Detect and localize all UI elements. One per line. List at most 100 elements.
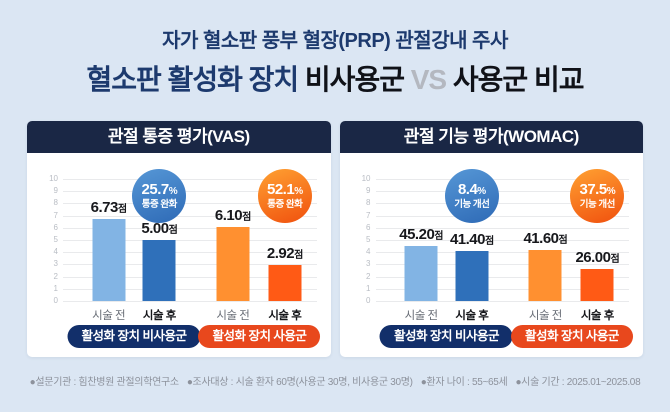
vas-chart-title: 관절 통증 평가(VAS) (27, 121, 331, 153)
chart-bar (455, 250, 489, 301)
improvement-badge: 52.1% 통증 완화 (257, 169, 312, 223)
y-tick-label: 6 (53, 222, 58, 232)
gridline (63, 252, 317, 254)
gridline (375, 301, 629, 302)
bar-value-label: 26.00점 (575, 249, 620, 267)
x-axis-label: 시술 전 (528, 310, 562, 322)
gridline (63, 276, 317, 278)
gridline (63, 191, 317, 193)
y-tick-label: 0 (53, 296, 58, 305)
bar-value-label: 41.60점 (523, 230, 568, 248)
x-axis-label: 시술 후 (268, 310, 302, 322)
gridline (63, 227, 317, 229)
bar-value-label: 6.10점 (214, 206, 251, 224)
gridline (375, 264, 629, 266)
gridline (63, 179, 317, 180)
y-tick-label: 10 (361, 174, 371, 183)
gridline (375, 191, 629, 193)
x-axis-label: 시술 전 (92, 310, 126, 322)
y-tick-label: 9 (366, 186, 371, 196)
chart-bar (268, 265, 302, 301)
y-tick-label: 8 (53, 198, 58, 208)
footnote-period: ●시술 기간 : 2025.01~2025.08 (515, 377, 641, 388)
womac-legend-row: 활성화 장치 비사용군 활성화 장치 사용군 (376, 325, 633, 349)
y-tick-label: 1 (53, 283, 58, 293)
x-axis-label: 시술 전 (404, 310, 438, 322)
bar-value-label: 2.92점 (266, 245, 303, 263)
title-seg-nonuser: 비사용군 (304, 64, 405, 95)
y-tick-label: 9 (53, 186, 58, 196)
y-tick-label: 1 (366, 283, 371, 293)
title-line2: 혈소판 활성화 장치 비사용군 VS 사용군 비교 (0, 58, 670, 98)
y-tick-label: 0 (366, 296, 371, 305)
gridline (63, 288, 317, 290)
womac-chart-title: 관절 기능 평가(WOMAC) (339, 121, 643, 153)
title-seg-vs: VS (403, 64, 453, 95)
x-axis-label: 시술 후 (580, 310, 614, 322)
chart-bar (580, 269, 614, 301)
legend-pill: 활성화 장치 비사용군 (67, 325, 201, 348)
improvement-badge: 8.4% 기능 개선 (444, 169, 499, 223)
gridline (63, 301, 317, 302)
y-tick-label: 10 (49, 174, 58, 183)
title-seg-user: 사용군 비교 (452, 64, 585, 95)
chart-bar (528, 250, 562, 301)
y-tick-label: 3 (53, 259, 58, 269)
gridline (375, 179, 629, 180)
gridline (375, 215, 629, 217)
y-tick-label: 2 (53, 271, 58, 281)
gridline (375, 276, 629, 278)
charts-row: 관절 통증 평가(VAS) 0 1 2 3 4 5 6 7 8 9 10 6.73점 시술 전 5.00점… (27, 121, 643, 357)
bar-value-label: 45.20점 (399, 225, 443, 243)
gridline (63, 240, 317, 241)
y-tick-label: 5 (366, 235, 371, 244)
gridline (375, 227, 629, 229)
footnote: ●설문기관 : 힘찬병원 관절의학연구소 ●조사대상 : 시술 환자 60명(사용… (0, 373, 670, 388)
legend-pill: 활성화 장치 사용군 (510, 325, 633, 348)
improvement-badge: 25.7% 통증 완화 (132, 169, 187, 223)
chart-bar (216, 226, 250, 301)
footnote-subjects: ●조사대상 : 시술 환자 60명(사용군 30명, 비사용군 30명) (186, 377, 413, 388)
footnote-survey-org: ●설문기관 : 힘찬병원 관절의학연구소 (29, 377, 179, 388)
y-tick-label: 2 (366, 271, 371, 281)
title-seg-device: 혈소판 활성화 장치 (86, 64, 305, 95)
x-axis-label: 시술 전 (216, 310, 250, 322)
gridline (63, 264, 317, 266)
y-tick-label: 5 (53, 235, 58, 244)
y-tick-label: 3 (366, 259, 371, 269)
y-tick-label: 8 (366, 198, 371, 208)
vas-legend-row: 활성화 장치 비사용군 활성화 장치 사용군 (63, 325, 321, 349)
y-tick-label: 4 (366, 247, 371, 257)
chart-bar (142, 240, 176, 301)
gridline (375, 203, 629, 205)
gridline (63, 215, 317, 217)
y-tick-label: 4 (53, 247, 58, 257)
page-title: 자가 혈소판 풍부 혈장(PRP) 관절강내 주사 혈소판 활성화 장치 비사용… (0, 24, 670, 98)
y-tick-label: 7 (366, 210, 371, 220)
improvement-badge: 37.5% 기능 개선 (570, 169, 625, 223)
bar-value-label: 41.40점 (449, 230, 494, 248)
x-axis-label: 시술 후 (142, 310, 176, 322)
legend-pill: 활성화 장치 비사용군 (379, 325, 513, 348)
footnote-age: ●환자 나이 : 55~65세 (420, 377, 508, 388)
title-line1: 자가 혈소판 풍부 혈장(PRP) 관절강내 주사 (162, 30, 508, 52)
x-axis-label: 시술 후 (455, 310, 489, 322)
gridline (63, 203, 317, 205)
bar-value-label: 5.00점 (141, 220, 178, 237)
chart-bar (404, 245, 438, 301)
legend-pill: 활성화 장치 사용군 (198, 325, 321, 348)
gridline (375, 288, 629, 290)
y-tick-label: 7 (53, 210, 58, 220)
y-tick-label: 6 (366, 222, 371, 232)
gridline (375, 252, 629, 254)
bar-value-label: 6.73점 (90, 198, 127, 216)
chart-bar (92, 218, 126, 301)
gridline (375, 240, 629, 241)
